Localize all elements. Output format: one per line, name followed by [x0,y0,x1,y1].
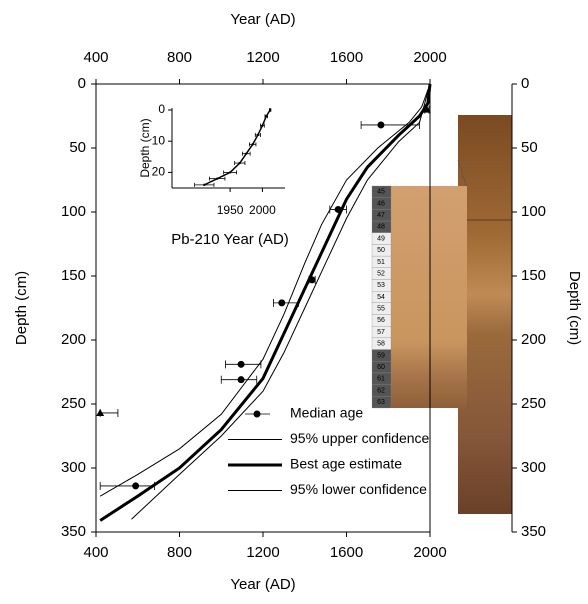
legend-label: 95% lower confidence [290,481,427,497]
ruler-label: 54 [377,294,385,301]
inset-y-tick-label: 20 [152,165,166,179]
legend-swatch [253,410,261,418]
y2-tick-label: 250 [521,395,546,412]
top-axis-title: Year (AD) [230,11,295,28]
ruler-label: 62 [377,387,385,394]
median-point [132,482,140,490]
core-images [372,115,512,514]
y-tick-label: 300 [61,459,86,476]
ruler-label: 60 [377,364,385,371]
inset-bg [172,108,285,188]
core-closeup [391,186,467,408]
y-tick-label: 250 [61,395,86,412]
ruler-label: 59 [377,352,385,359]
x2-tick-label: 2000 [413,49,446,66]
x-tick-label: 1200 [246,544,279,561]
x-tick-label: 800 [167,544,192,561]
inset-x-tick-label: 1950 [217,203,244,217]
age-line [99,83,431,497]
inset-y-tick-label: 0 [158,102,165,116]
inset-y-tick-label: 10 [152,133,166,147]
y2-tick-label: 300 [521,459,546,476]
x2-tick-label: 1600 [330,49,363,66]
y-axis-title: Depth (cm) [13,271,30,345]
ruler-label: 48 [377,224,385,231]
x-tick-label: 2000 [413,544,446,561]
y-tick-label: 0 [78,75,86,92]
ruler-label: 45 [377,189,385,196]
ruler-label: 49 [377,235,385,242]
y2-tick-label: 350 [521,523,546,540]
ruler-label: 63 [377,399,385,406]
y2-tick-label: 50 [521,139,538,156]
x-axis-title: Year (AD) [230,576,295,593]
y-tick-label: 100 [61,203,86,220]
y2-tick-label: 100 [521,203,546,220]
y-tick-label: 350 [61,523,86,540]
inset-x-tick-label: 2000 [249,203,276,217]
median-point [237,360,245,368]
y2-tick-label: 150 [521,267,546,284]
ruler-labels: 45 46 47 48 49 50 51 52 53 54 55 56 57 58 59 60 61 62 63 [371,185,392,409]
ruler-label: 57 [377,329,385,336]
ruler-label: 61 [377,376,385,383]
legend-label: Best age estimate [290,456,402,472]
ruler-label: 46 [377,200,385,207]
ruler-label: 58 [377,341,385,348]
x2-tick-label: 1200 [246,49,279,66]
ruler-label: 50 [377,247,385,254]
age-line [99,83,432,522]
ruler-label: 51 [377,259,385,266]
median-point [278,299,286,307]
median-point [377,121,385,129]
ruler-label: 47 [377,212,385,219]
y-tick-label: 200 [61,331,86,348]
y2-axis-title: Depth (cm) [566,271,583,345]
y2-tick-label: 200 [521,331,546,348]
y-tick-label: 50 [69,139,86,156]
ruler-label: 55 [377,306,385,313]
median-point [237,376,245,384]
inset-y-title: Depth (cm) [138,118,152,177]
age-line [131,83,431,520]
legend-label: Median age [290,405,363,421]
ruler-label: 56 [377,317,385,324]
x2-tick-label: 400 [83,49,108,66]
triangle-point [422,105,431,113]
y2-tick-label: 0 [521,75,529,92]
connector [457,159,468,189]
x2-tick-label: 800 [167,49,192,66]
ruler-label: 53 [377,282,385,289]
legend: Median age 95% upper confidence Best age e… [228,405,430,497]
triangle-point [96,408,105,416]
x-tick-label: 400 [83,544,108,561]
pb-line [203,109,271,186]
legend-label: 95% upper confidence [290,430,430,446]
x-tick-label: 1600 [330,544,363,561]
ruler-segment [371,396,392,409]
inset-x-title: Pb-210 Year (AD) [171,231,289,248]
ruler-label: 52 [377,270,385,277]
y-tick-label: 150 [61,267,86,284]
